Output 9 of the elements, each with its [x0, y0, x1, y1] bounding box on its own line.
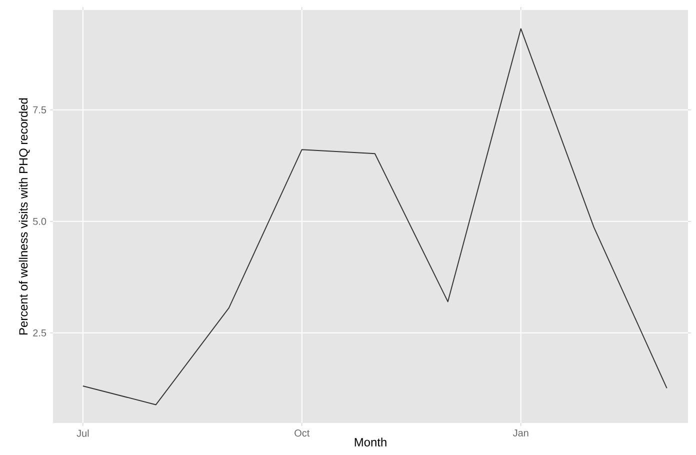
- line-series: [82, 28, 668, 406]
- y-tick-label: 7.5: [33, 106, 46, 114]
- x-axis-title: Month: [354, 438, 386, 446]
- x-tick-label: Jan: [512, 430, 528, 436]
- x-tick-label: Jul: [76, 430, 89, 437]
- y-tick-label: 2.5: [33, 329, 46, 336]
- x-tick-label: Oct: [294, 430, 310, 437]
- y-tick-label: 5.0: [33, 218, 46, 225]
- y-axis-title: Percent of wellness visits with PHQ recorded: [18, 98, 30, 334]
